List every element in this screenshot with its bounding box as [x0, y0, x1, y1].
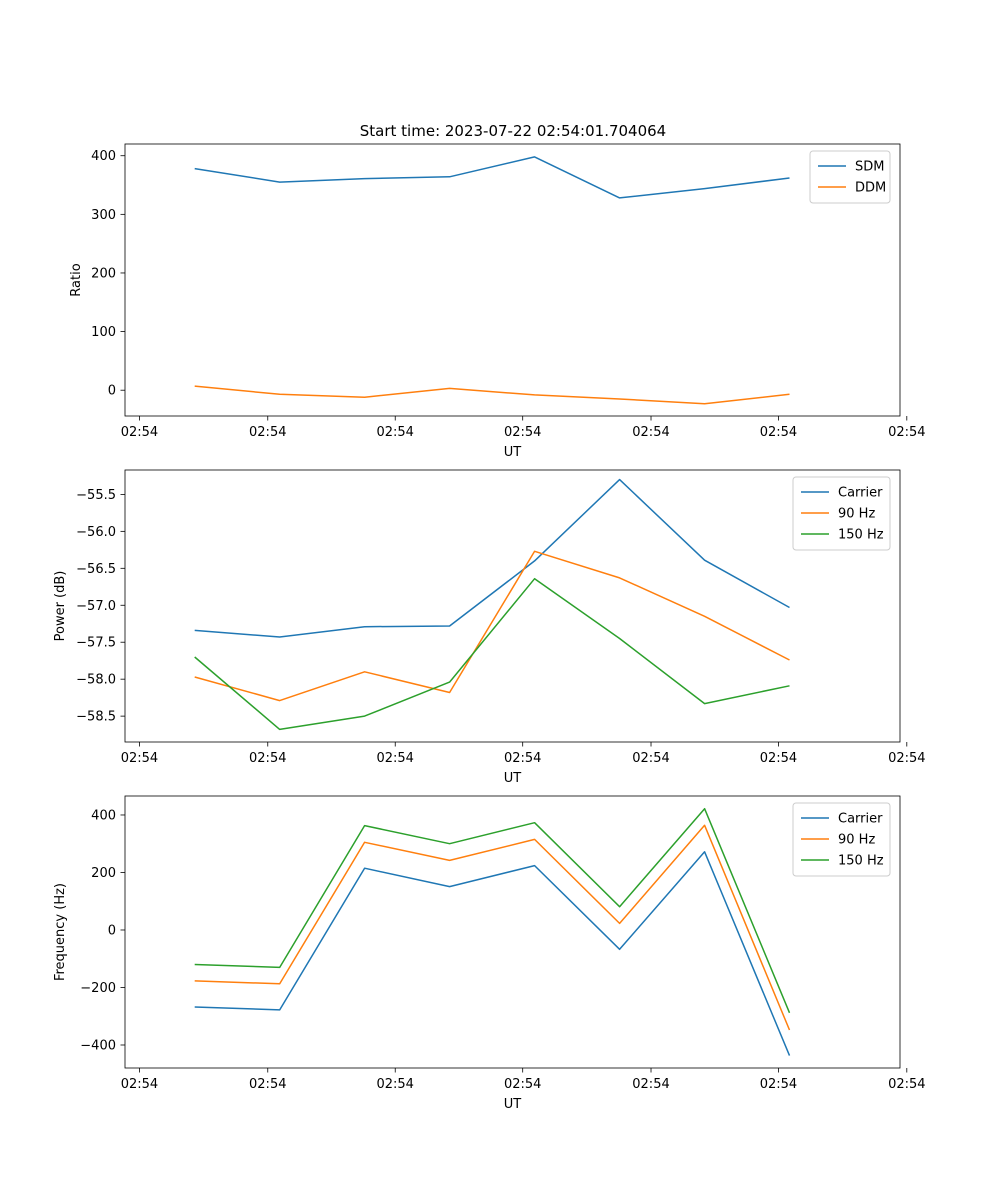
power-y-tick-label: −57.5	[76, 636, 116, 651]
power-x-tick-label: 02:54	[760, 751, 797, 766]
ratio-x-tick-label: 02:54	[504, 425, 541, 440]
power-legend-label: Carrier	[838, 486, 883, 501]
power-legend: Carrier 90 Hz 150 Hz	[792, 476, 891, 551]
frequency-x-tick-label: 02:54	[888, 1077, 925, 1092]
ratio-series-ddm-line	[194, 385, 790, 405]
frequency-x-tick-label: 02:54	[376, 1077, 413, 1092]
power-x-axis-label: UT	[504, 771, 522, 786]
frequency-legend-box	[792, 802, 891, 877]
power-y-tick-label: −56.5	[76, 562, 116, 577]
power-legend-label: 90 Hz	[838, 507, 875, 522]
power-legend-box	[792, 476, 891, 551]
frequency-legend-label: Carrier	[838, 812, 883, 827]
frequency-y-tick-label: 0	[108, 923, 116, 938]
power-x-tick-label: 02:54	[376, 751, 413, 766]
power-y-tick-label: −57.0	[76, 599, 116, 614]
frequency-series-90-hz-line	[194, 824, 791, 1031]
frequency-x-tick-label: 02:54	[121, 1077, 158, 1092]
power-x-tick-label: 02:54	[504, 751, 541, 766]
ratio-legend-label: DDM	[855, 181, 886, 196]
ratio-y-tick-label: 0	[108, 384, 116, 399]
frequency-y-tick-label: 400	[91, 808, 116, 823]
ratio-legend-box	[809, 150, 891, 204]
ratio-y-tick-label: 200	[91, 266, 116, 281]
frequency-legend: Carrier 90 Hz 150 Hz	[792, 802, 891, 877]
figure-title: Start time: 2023-07-22 02:54:01.704064	[360, 122, 666, 140]
power-y-tick-label: −58.0	[76, 673, 116, 688]
frequency-legend-label: 150 Hz	[838, 854, 884, 869]
frequency-x-tick-label: 02:54	[632, 1077, 669, 1092]
ratio-x-tick-label: 02:54	[888, 425, 925, 440]
ratio-x-tick-label: 02:54	[121, 425, 158, 440]
power-y-tick-label: −58.5	[76, 710, 116, 725]
power-x-tick-label: 02:54	[632, 751, 669, 766]
power-x-tick-label: 02:54	[249, 751, 286, 766]
frequency-y-axis-label: Frequency (Hz)	[53, 883, 68, 981]
frequency-series-150-hz-line	[194, 807, 791, 1014]
ratio-x-axis-label: UT	[504, 445, 522, 460]
power-y-tick-label: −56.0	[76, 525, 116, 540]
ratio-y-axis-label: Ratio	[69, 263, 84, 296]
power-panel: 02:54 02:54 02:54 02:54 02:54 02:54 02:54 −58.5…	[53, 469, 926, 786]
ratio-y-tick-label: 100	[91, 325, 116, 340]
ratio-legend: SDM DDM	[809, 150, 891, 204]
ratio-x-tick-label: 02:54	[632, 425, 669, 440]
ratio-y-tick-label: 300	[91, 208, 116, 223]
ratio-legend-label: SDM	[855, 160, 884, 175]
frequency-legend-label: 90 Hz	[838, 833, 875, 848]
frequency-x-tick-label: 02:54	[249, 1077, 286, 1092]
frequency-x-tick-label: 02:54	[504, 1077, 541, 1092]
ratio-axes-frame	[124, 143, 901, 417]
ratio-x-tick-label: 02:54	[376, 425, 413, 440]
ratio-panel: 02:54 02:54 02:54 02:54 02:54 02:54 02:54 0 100 2…	[69, 143, 926, 460]
frequency-axes-frame	[124, 795, 901, 1069]
ratio-series-sdm-line	[194, 156, 790, 199]
power-legend-label: 150 Hz	[838, 528, 884, 543]
frequency-panel: 02:54 02:54 02:54 02:54 02:54 02:54 02:54 −400 −…	[53, 795, 926, 1112]
power-x-tick-label: 02:54	[121, 751, 158, 766]
power-y-axis-label: Power (dB)	[53, 571, 68, 642]
frequency-x-axis-label: UT	[504, 1097, 522, 1112]
ratio-y-tick-label: 400	[91, 149, 116, 164]
power-axes-frame	[124, 469, 901, 743]
frequency-series-carrier-line	[194, 851, 791, 1056]
power-series-carrier-line	[194, 478, 790, 638]
frequency-y-tick-label: −400	[80, 1038, 116, 1053]
power-x-tick-label: 02:54	[888, 751, 925, 766]
ratio-x-tick-label: 02:54	[760, 425, 797, 440]
frequency-y-tick-label: −200	[80, 981, 116, 996]
power-y-tick-label: −55.5	[76, 488, 116, 503]
power-series-150-hz-line	[194, 577, 790, 731]
frequency-y-tick-label: 200	[91, 866, 116, 881]
ratio-x-tick-label: 02:54	[249, 425, 286, 440]
frequency-x-tick-label: 02:54	[760, 1077, 797, 1092]
power-series-90-hz-line	[194, 550, 790, 702]
